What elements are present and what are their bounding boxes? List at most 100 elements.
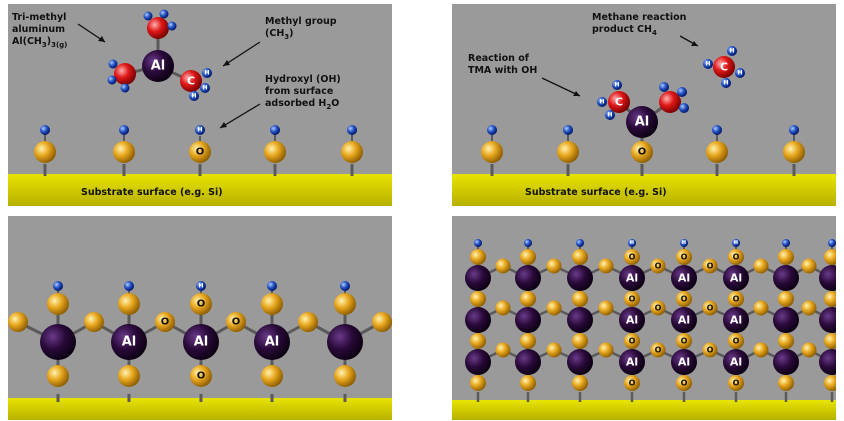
aluminum-atom bbox=[567, 265, 593, 291]
aluminum-atom bbox=[327, 324, 363, 360]
oxygen-symbol: O bbox=[629, 337, 636, 346]
hydrogen-atom bbox=[680, 239, 688, 247]
oxygen-atom bbox=[470, 333, 486, 349]
aluminum-atom bbox=[671, 349, 697, 375]
hydrogen-symbol: H bbox=[737, 70, 742, 77]
oxygen-atom bbox=[702, 258, 718, 274]
oxygen-atom bbox=[372, 312, 392, 332]
oxygen-atom bbox=[753, 258, 769, 274]
tma-molecule: Al C H H H bbox=[107, 9, 212, 101]
aluminum-atom bbox=[819, 265, 836, 291]
panel-3-svg: H O O O O Al Al Al bbox=[8, 281, 392, 420]
oxygen-atom bbox=[34, 141, 56, 163]
dimethylaluminum-molecule: C H H H Al bbox=[597, 80, 689, 140]
hydrogen-atom bbox=[347, 125, 357, 135]
hydrogen-atom bbox=[576, 239, 584, 247]
surface-site bbox=[481, 125, 503, 176]
oxygen-atom bbox=[824, 375, 836, 391]
aluminum-atom bbox=[723, 349, 749, 375]
oxygen-symbol: O bbox=[197, 299, 206, 310]
hydrogen-atom bbox=[605, 110, 615, 120]
oxygen-symbol: O bbox=[681, 379, 688, 388]
oxygen-atom bbox=[778, 333, 794, 349]
oxygen-atom bbox=[546, 258, 562, 274]
oxygen-atom bbox=[801, 300, 817, 316]
hydrogen-symbol: H bbox=[204, 70, 209, 77]
oxygen-atom bbox=[778, 291, 794, 307]
methyl-formula: (CH3) bbox=[265, 28, 293, 41]
oxygen-atom bbox=[557, 141, 579, 163]
aluminum-atom bbox=[819, 307, 836, 333]
surface-site bbox=[113, 125, 135, 176]
oxygen-atom bbox=[470, 249, 486, 265]
hydrogen-atom bbox=[124, 281, 134, 291]
oxygen-symbol: O bbox=[733, 295, 740, 304]
hydrogen-atom bbox=[612, 80, 622, 90]
aluminum-atom bbox=[773, 265, 799, 291]
surface-site: O H bbox=[189, 125, 211, 176]
oxygen-symbol: O bbox=[733, 253, 740, 262]
substrate-label: Substrate surface (e.g. Si) bbox=[81, 187, 223, 198]
reaction-arrow bbox=[541, 77, 581, 97]
oxygen-atom bbox=[261, 293, 283, 315]
methane-molecule: C H H H H bbox=[703, 46, 745, 88]
oxygen-atom bbox=[676, 249, 692, 265]
surface-hydroxyl-row: O bbox=[481, 125, 805, 176]
oxygen-atom bbox=[495, 342, 511, 358]
oxygen-symbol: O bbox=[629, 295, 636, 304]
oxygen-atom bbox=[702, 300, 718, 316]
hydrogen-atom bbox=[143, 11, 153, 21]
oxygen-atom bbox=[650, 342, 666, 358]
oxygen-atom bbox=[572, 291, 588, 307]
aluminum-atom bbox=[619, 307, 645, 333]
oxygen-atom bbox=[520, 249, 536, 265]
hydrogen-atom bbox=[628, 239, 636, 247]
oxygen-atom bbox=[676, 333, 692, 349]
oxygen-atom bbox=[728, 375, 744, 391]
hydrogen-atom bbox=[735, 68, 745, 78]
hydrogen-atom bbox=[159, 9, 169, 19]
oxygen-atom bbox=[495, 300, 511, 316]
hydrogen-atom bbox=[189, 91, 199, 101]
hydrogen-atom bbox=[721, 78, 731, 88]
aluminum-symbol: Al bbox=[678, 314, 690, 327]
tma-label: Tri-methyl aluminum bbox=[12, 12, 70, 35]
methyl-arrow bbox=[222, 41, 261, 67]
oxygen-atom bbox=[190, 293, 212, 315]
oxygen-atom bbox=[47, 365, 69, 387]
oxygen-symbol: O bbox=[629, 253, 636, 262]
oxygen-atom bbox=[298, 312, 318, 332]
oxygen-atom bbox=[118, 365, 140, 387]
oxygen-atom bbox=[189, 141, 211, 163]
hydrogen-atom bbox=[563, 125, 573, 135]
aluminum-atom bbox=[515, 349, 541, 375]
surface-site bbox=[557, 125, 579, 176]
methyl-label: Methyl group bbox=[265, 16, 337, 27]
oxygen-atom bbox=[778, 249, 794, 265]
hydrogen-atom bbox=[53, 281, 63, 291]
hydrogen-atom bbox=[340, 281, 350, 291]
panel-tma-reaction: Substrate surface (e.g. Si) O bbox=[452, 4, 836, 206]
aluminum-atom bbox=[254, 324, 290, 360]
oxygen-atom bbox=[624, 333, 640, 349]
surface-site bbox=[341, 125, 363, 176]
aluminum-atom bbox=[723, 265, 749, 291]
oxygen-atom bbox=[801, 258, 817, 274]
hydrogen-atom bbox=[474, 239, 482, 247]
aluminum-symbol: Al bbox=[678, 272, 690, 285]
aluminum-atom bbox=[671, 307, 697, 333]
oxygen-symbol: O bbox=[655, 304, 662, 313]
oxygen-atom bbox=[778, 375, 794, 391]
aluminum-atom bbox=[723, 307, 749, 333]
alumina-multilayer-lattice: H H H O O O O O O O O O O O O O O O O O O Al Al Al Al Al Al Al Al Al bbox=[465, 239, 836, 402]
hydrogen-symbol: H bbox=[682, 240, 686, 246]
aluminum-atom bbox=[465, 307, 491, 333]
hydrogen-atom bbox=[200, 83, 210, 93]
oxygen-atom bbox=[84, 312, 104, 332]
panel-tma-approach: Substrate surface (e.g. Si) O H bbox=[8, 4, 392, 206]
surface-site bbox=[34, 125, 56, 176]
aluminum-symbol: Al bbox=[730, 356, 742, 369]
oxygen-atom bbox=[334, 293, 356, 315]
reaction-label: Reaction of TMA with OH bbox=[468, 53, 537, 76]
carbon-atom bbox=[180, 70, 202, 92]
